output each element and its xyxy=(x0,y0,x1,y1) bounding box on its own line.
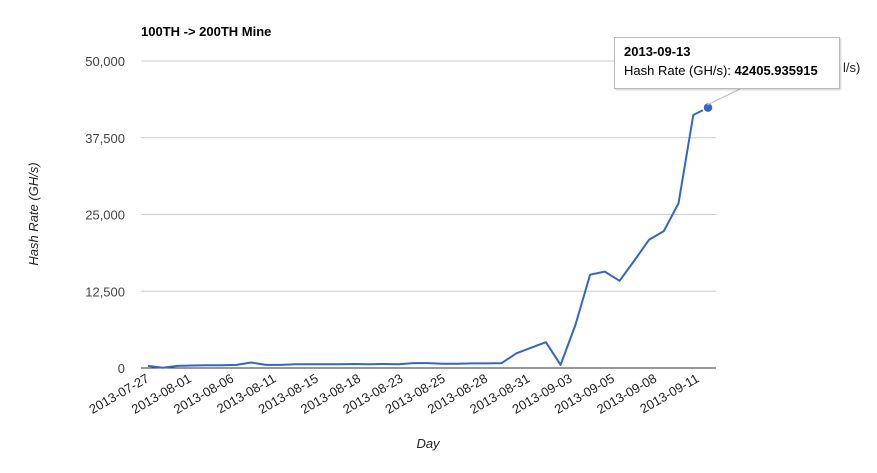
y-tick-label: 12,500 xyxy=(85,284,125,299)
tooltip-value: 42405.935915 xyxy=(734,63,818,78)
data-point-tooltip: 2013-09-13 Hash Rate (GH/s): 42405.93591… xyxy=(614,37,840,89)
y-tick-label: 37,500 xyxy=(85,131,125,146)
highlighted-data-point[interactable] xyxy=(702,101,714,114)
grid xyxy=(141,60,716,369)
x-axis-title: Day xyxy=(416,436,441,451)
x-axis-ticks: 2013-07-272013-08-012013-08-062013-08-11… xyxy=(86,371,701,417)
series-layer[interactable] xyxy=(147,101,714,369)
y-tick-label: 0 xyxy=(118,361,125,376)
tooltip-label: Hash Rate (GH/s): xyxy=(624,63,735,78)
tooltip-date: 2013-09-13 xyxy=(624,44,691,59)
y-tick-label: 25,000 xyxy=(85,208,125,223)
series-line[interactable] xyxy=(147,106,709,369)
y-tick-label: 50,000 xyxy=(85,54,125,69)
y-axis-title: Hash Rate (GH/s) xyxy=(26,162,41,265)
tooltip-pointer xyxy=(706,88,741,106)
chart-title: 100TH -> 200TH Mine xyxy=(141,24,271,39)
y-axis-ticks: 0 12,500 25,000 37,500 50,000 xyxy=(85,54,125,376)
legend-label-partial: l/s) xyxy=(843,60,860,75)
